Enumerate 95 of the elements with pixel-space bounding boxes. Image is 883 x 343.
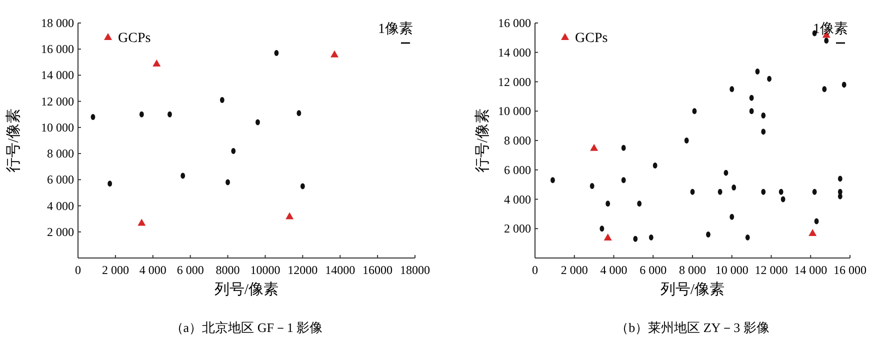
annotation: 1像素 xyxy=(378,21,413,37)
point xyxy=(749,108,754,114)
point xyxy=(274,50,279,56)
point xyxy=(590,183,594,190)
point xyxy=(761,188,766,195)
point xyxy=(108,180,112,187)
y-axis-title: 行号/像素 xyxy=(5,108,22,173)
x-tick-label: 6 000 xyxy=(640,263,667,277)
x-tick-label: 12 000 xyxy=(754,263,788,277)
point xyxy=(745,234,750,240)
x-tick-label: 18000 xyxy=(400,263,430,277)
y-tick-label: 18 000 xyxy=(41,16,74,30)
point xyxy=(637,200,642,207)
point xyxy=(824,38,829,44)
y-tick-label: 12 000 xyxy=(498,74,531,89)
point xyxy=(621,144,626,151)
point xyxy=(690,188,695,195)
x-tick-label: 4 000 xyxy=(139,263,166,277)
x-tick-label: 14 000 xyxy=(794,263,828,277)
y-tick-label: 16 000 xyxy=(41,42,74,56)
point xyxy=(606,200,610,207)
y-tick-label: 14 000 xyxy=(498,45,531,60)
point xyxy=(652,162,658,168)
point xyxy=(842,82,846,88)
point xyxy=(180,172,186,179)
x-tick-label: 14000 xyxy=(325,263,356,277)
point xyxy=(692,108,697,114)
point xyxy=(231,148,236,154)
point xyxy=(90,114,96,120)
point xyxy=(808,229,817,236)
y-tick-label: 8 000 xyxy=(504,134,531,148)
x-tick-label: 16000 xyxy=(362,263,393,277)
y-tick-label: 6 000 xyxy=(47,172,74,187)
point xyxy=(286,212,294,220)
point xyxy=(732,184,736,190)
x-tick-label: 6 000 xyxy=(176,263,204,277)
point xyxy=(330,50,338,58)
point xyxy=(730,86,734,92)
x-tick-label: 0 xyxy=(532,263,538,277)
x-tick-label: 8 000 xyxy=(679,263,706,277)
y-tick-label: 16 000 xyxy=(498,16,531,30)
point xyxy=(749,94,754,101)
y-tick-label: 8 000 xyxy=(47,146,74,161)
y-tick-label: 2 000 xyxy=(47,224,74,239)
point xyxy=(138,218,146,226)
point xyxy=(718,188,722,195)
point xyxy=(780,196,786,202)
point xyxy=(621,177,626,184)
y-tick-label: 14 000 xyxy=(41,68,74,82)
point xyxy=(633,236,638,242)
point xyxy=(761,128,766,135)
text: （b）莱州地区 ZY－3 影像 xyxy=(616,320,770,335)
y-axis-title: 行号/像素 xyxy=(474,108,491,173)
point xyxy=(296,110,302,116)
point xyxy=(730,214,734,220)
x-tick-label: 4 000 xyxy=(600,263,628,277)
x-tick-label: 16 000 xyxy=(834,263,866,277)
point xyxy=(778,188,784,195)
x-tick-label: 2 000 xyxy=(560,263,588,277)
y-tick-label: 10 000 xyxy=(41,120,74,134)
point xyxy=(838,176,842,182)
point xyxy=(152,59,161,66)
point xyxy=(755,68,760,74)
y-tick-label: 4 000 xyxy=(47,198,74,213)
point xyxy=(600,226,604,232)
y-tick-label: 2 000 xyxy=(504,222,531,236)
x-tick-label: 8000 xyxy=(216,263,240,277)
text: （a）北京地区 GF－1 影像 xyxy=(170,320,323,335)
legend-label: GCPs xyxy=(575,31,608,46)
y-tick-label: 12 000 xyxy=(41,94,74,108)
point xyxy=(648,234,654,240)
point xyxy=(724,170,728,176)
x-tick-label: 10000 xyxy=(250,263,280,277)
x-tick-label: 0 xyxy=(75,263,81,277)
x-tick-label: 2 000 xyxy=(102,263,129,277)
point xyxy=(220,97,224,104)
x-axis-title: 列号/像素 xyxy=(214,281,279,298)
annotation: 1像素 xyxy=(813,21,848,37)
point xyxy=(590,144,598,151)
x-tick-label: 12000 xyxy=(288,263,318,277)
point xyxy=(812,188,817,195)
point xyxy=(822,86,827,92)
y-tick-label: 6 000 xyxy=(504,162,531,177)
point xyxy=(604,233,612,240)
point xyxy=(684,138,689,144)
point xyxy=(814,218,819,224)
y-tick-label: 4 000 xyxy=(504,192,531,206)
legend-label: GCPs xyxy=(118,31,151,46)
point xyxy=(300,183,305,190)
point xyxy=(706,232,710,238)
x-axis-title: 列号/像素 xyxy=(660,281,725,298)
point xyxy=(139,111,144,118)
point xyxy=(761,112,766,119)
y-tick-label: 10 000 xyxy=(498,104,531,118)
x-tick-label: 10 000 xyxy=(715,263,748,277)
